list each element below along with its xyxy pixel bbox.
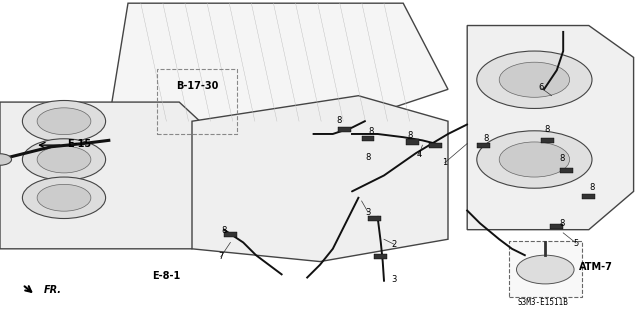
Text: ATM-7: ATM-7 <box>579 262 613 272</box>
Bar <box>550 224 563 229</box>
Text: S3M3-E1511B: S3M3-E1511B <box>517 298 568 307</box>
Bar <box>582 194 595 199</box>
Text: 8: 8 <box>337 116 342 125</box>
Text: 8: 8 <box>589 183 595 192</box>
Circle shape <box>477 131 592 188</box>
Polygon shape <box>0 102 224 249</box>
Circle shape <box>37 146 91 173</box>
Text: 5: 5 <box>573 239 579 248</box>
Text: 8: 8 <box>484 134 489 143</box>
Bar <box>560 168 573 173</box>
Circle shape <box>37 108 91 135</box>
Circle shape <box>22 177 106 219</box>
Text: 8: 8 <box>369 127 374 136</box>
Circle shape <box>0 154 12 165</box>
Bar <box>362 136 374 141</box>
Text: 6: 6 <box>538 83 543 92</box>
Bar <box>224 232 237 237</box>
Text: 3: 3 <box>391 275 396 284</box>
Bar <box>374 254 387 259</box>
Text: FR.: FR. <box>44 285 61 295</box>
Text: 4: 4 <box>417 150 422 159</box>
Circle shape <box>37 184 91 211</box>
Bar <box>406 139 419 145</box>
Circle shape <box>22 139 106 180</box>
Circle shape <box>499 62 570 97</box>
Text: 2: 2 <box>391 240 396 249</box>
Bar <box>157 69 237 134</box>
Text: 8: 8 <box>221 226 227 235</box>
Bar <box>541 138 554 143</box>
Text: 8: 8 <box>407 131 412 140</box>
Text: E-8-1: E-8-1 <box>152 271 180 281</box>
Polygon shape <box>192 96 448 262</box>
Bar <box>368 216 381 221</box>
Circle shape <box>499 142 570 177</box>
Text: B-17-30: B-17-30 <box>176 81 218 91</box>
Bar <box>477 143 490 148</box>
Text: 8: 8 <box>365 153 371 162</box>
Bar <box>429 143 442 148</box>
Polygon shape <box>467 26 634 230</box>
Bar <box>509 241 582 297</box>
Polygon shape <box>109 3 448 121</box>
Circle shape <box>22 100 106 142</box>
Text: 8: 8 <box>559 219 564 228</box>
Text: 8: 8 <box>559 154 564 163</box>
Text: 7: 7 <box>218 252 223 261</box>
Bar <box>338 127 351 132</box>
Circle shape <box>516 255 574 284</box>
Text: 8: 8 <box>545 125 550 134</box>
Circle shape <box>477 51 592 108</box>
Text: 3: 3 <box>365 208 371 217</box>
Text: E-15: E-15 <box>67 139 92 149</box>
Text: 1: 1 <box>442 158 447 167</box>
